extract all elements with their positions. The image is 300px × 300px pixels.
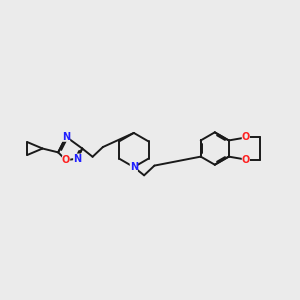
- Text: N: N: [73, 154, 81, 164]
- Text: O: O: [242, 133, 250, 142]
- Text: N: N: [62, 132, 70, 142]
- Text: N: N: [130, 162, 138, 172]
- Text: O: O: [62, 155, 70, 165]
- Text: O: O: [242, 154, 250, 165]
